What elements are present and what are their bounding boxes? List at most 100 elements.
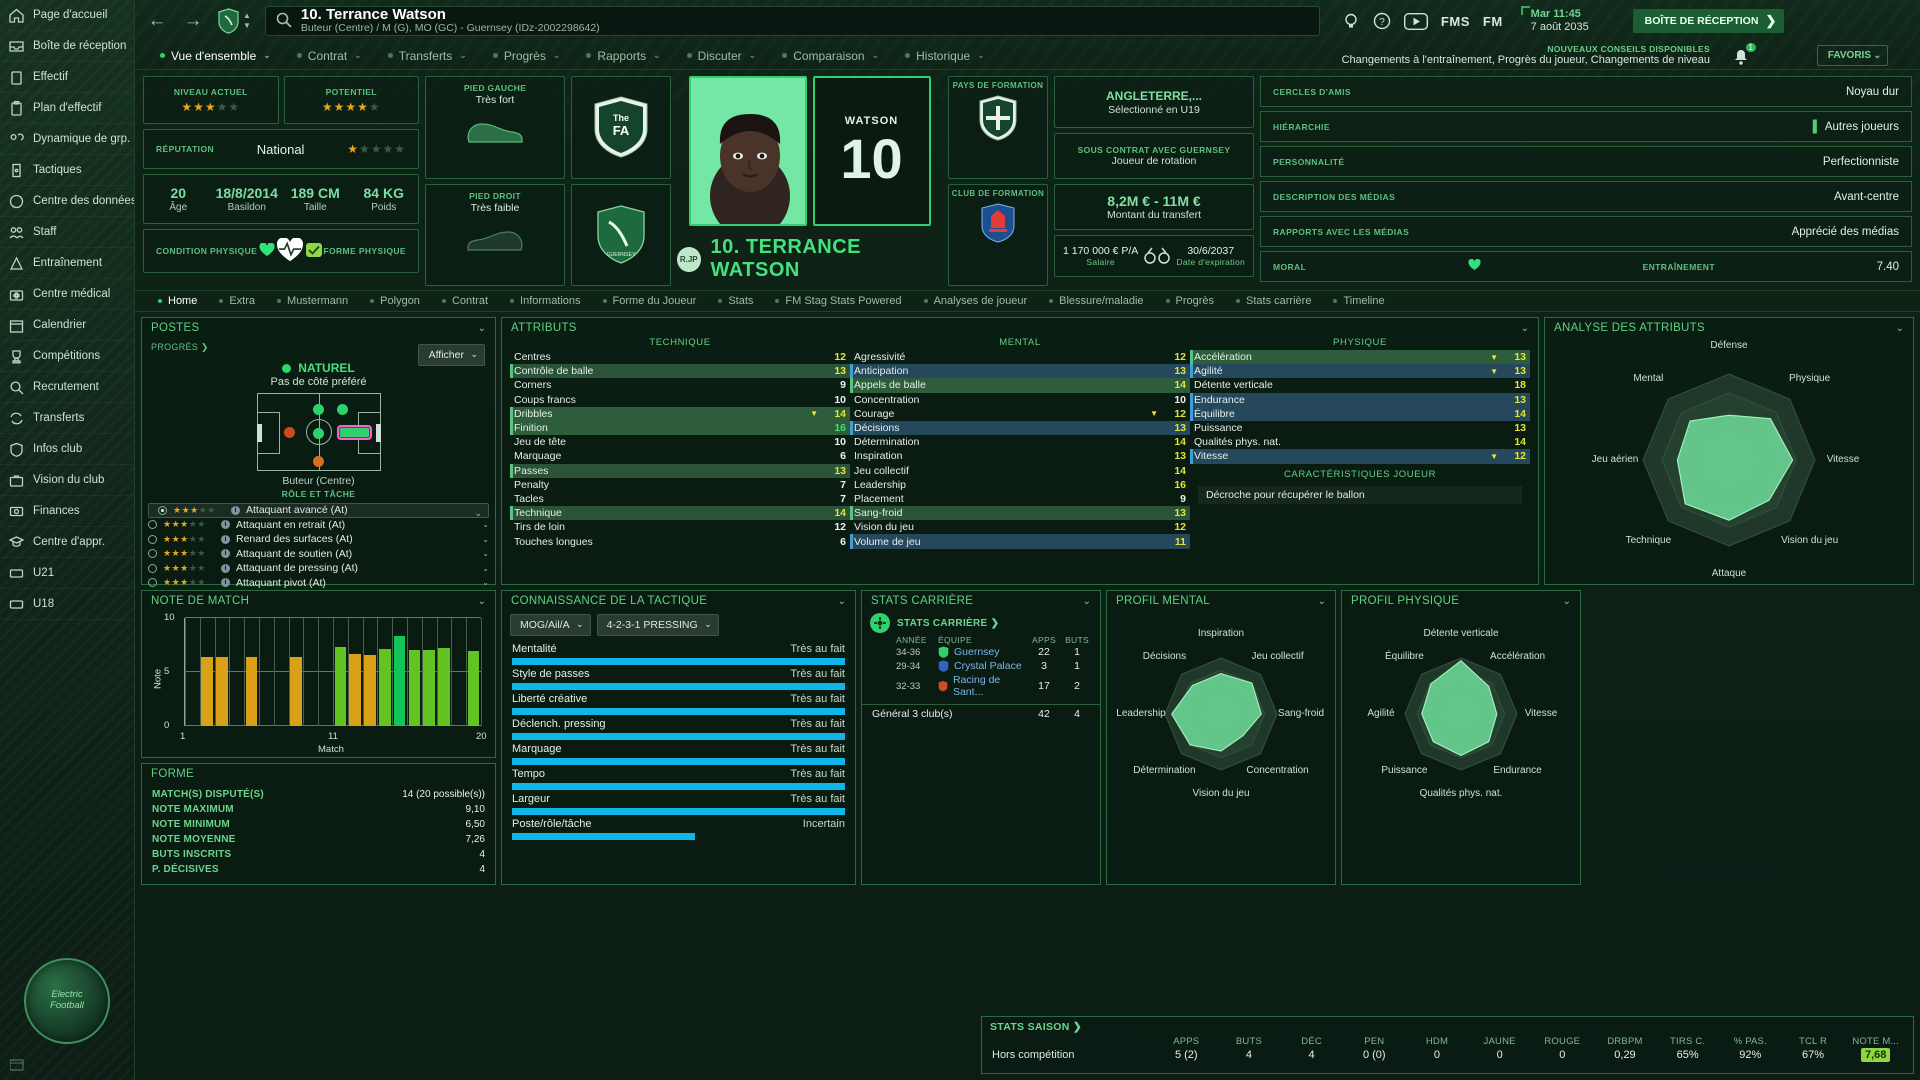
fm-stag-logo[interactable]: FMS xyxy=(1440,13,1470,29)
career-team[interactable]: Crystal Palace xyxy=(938,660,1026,672)
subtab-stats[interactable]: Stats xyxy=(707,295,764,307)
tactic-role-select[interactable]: MOG/Ail/A ⌄ xyxy=(510,614,591,636)
subtab-contrat[interactable]: Contrat xyxy=(431,295,499,307)
sidebar-item-comp-titions[interactable]: Compétitions xyxy=(0,341,134,372)
tab-comparaison[interactable]: Comparaison ⌄ xyxy=(769,42,892,70)
role-option[interactable]: ★★★★★ i Attaquant de pressing (At) ⌄ xyxy=(148,561,489,576)
subtab-informations[interactable]: Informations xyxy=(499,295,592,307)
info-icon[interactable]: i xyxy=(221,520,230,530)
sidebar-item-centre-m-dical[interactable]: Centre médical xyxy=(0,279,134,310)
tab-vue-d-ensemble[interactable]: Vue d'ensemble ⌄ xyxy=(147,42,284,70)
chevron-down-icon[interactable]: ⌄ xyxy=(482,578,489,588)
fm-logo[interactable]: FM xyxy=(1482,13,1503,29)
match-rating-collapse-icon[interactable]: ⌄ xyxy=(477,595,486,607)
info-icon[interactable]: i xyxy=(231,505,240,515)
youtube-icon[interactable] xyxy=(1403,12,1428,30)
sidebar-item-page-d-accueil[interactable]: Page d'accueil xyxy=(0,0,134,31)
role-radio[interactable] xyxy=(148,549,157,559)
sidebar-item-effectif[interactable]: Effectif xyxy=(0,62,134,93)
role-option[interactable]: ★★★★★ i Renard des surfaces (At) ⌄ xyxy=(148,532,489,547)
subtab-fm-stag-stats-powered[interactable]: FM Stag Stats Powered xyxy=(764,295,912,307)
info-icon[interactable]: i xyxy=(221,563,230,573)
subtab-polygon[interactable]: Polygon xyxy=(359,295,431,307)
sidebar-item-recrutement[interactable]: Recrutement xyxy=(0,372,134,403)
sidebar-item-bo-te-de-r-ception[interactable]: Boîte de réception xyxy=(0,31,134,62)
subtab-home[interactable]: Home xyxy=(147,295,208,307)
tactic-formation-select[interactable]: 4-2-3-1 PRESSING ⌄ xyxy=(596,614,719,636)
tab-rapports[interactable]: Rapports ⌄ xyxy=(573,42,673,70)
sidebar-item-plan-d-effectif[interactable]: Plan d'effectif xyxy=(0,93,134,124)
chevron-down-icon[interactable]: ⌄ xyxy=(482,563,489,573)
tab-historique[interactable]: Historique ⌄ xyxy=(892,42,998,70)
info-icon[interactable]: i xyxy=(221,534,230,544)
player-search-bar[interactable]: 10. Terrance Watson Buteur (Centre) / M … xyxy=(264,6,1320,36)
chevron-down-icon[interactable]: ⌄ xyxy=(474,508,482,518)
chevron-down-icon[interactable]: ⌄ xyxy=(482,549,489,559)
inbox-button[interactable]: BOÎTE DE RÉCEPTION ❯ xyxy=(1632,9,1785,33)
subtab-extra[interactable]: Extra xyxy=(208,295,266,307)
info-icon[interactable]: i xyxy=(221,578,230,588)
sidebar-item-entra-nement[interactable]: Entraînement xyxy=(0,248,134,279)
subtab-analyses-de-joueur[interactable]: Analyses de joueur xyxy=(913,295,1039,307)
sidebar-item-centre-des-donn-es[interactable]: Centre des données xyxy=(0,186,134,217)
notifications-icon[interactable]: 1 xyxy=(1730,43,1756,68)
club-shield-selector[interactable]: ▲ ▼ xyxy=(217,8,251,34)
sidebar-footer-icon[interactable] xyxy=(9,1059,24,1074)
subtab-timeline[interactable]: Timeline xyxy=(1322,295,1395,307)
subtab-forme-du-joueur[interactable]: Forme du Joueur xyxy=(592,295,708,307)
sidebar-item-transferts[interactable]: Transferts xyxy=(0,403,134,434)
back-arrow-icon[interactable]: ← xyxy=(147,10,167,31)
subtab-stats-carri-re[interactable]: Stats carrière xyxy=(1225,295,1322,307)
role-option[interactable]: ★★★★★ i Attaquant en retrait (At) ⌄ xyxy=(148,518,489,533)
attributes-collapse-icon[interactable]: ⌄ xyxy=(1520,322,1529,334)
role-option[interactable]: ★★★★★ i Attaquant avancé (At) ⌄ xyxy=(148,503,489,518)
role-option[interactable]: ★★★★★ i Attaquant pivot (At) ⌄ xyxy=(148,576,489,591)
sidebar-item-centre-d-appr[interactable]: Centre d'appr. xyxy=(0,527,134,558)
chevron-down-icon[interactable]: ⌄ xyxy=(482,520,489,530)
tab-transferts[interactable]: Transferts ⌄ xyxy=(375,42,480,70)
info-icon[interactable]: i xyxy=(221,549,230,559)
sidebar-item-infos-club[interactable]: Infos club xyxy=(0,434,134,465)
club-switch-arrows[interactable]: ▲ ▼ xyxy=(243,11,251,30)
forward-arrow-icon[interactable]: → xyxy=(183,10,203,31)
career-team[interactable]: Guernsey xyxy=(938,646,1026,658)
display-dropdown[interactable]: Afficher ⌄ xyxy=(417,344,485,366)
role-radio[interactable] xyxy=(148,578,157,588)
role-option[interactable]: ★★★★★ i Attaquant de soutien (At) ⌄ xyxy=(148,547,489,562)
advice-banner[interactable]: NOUVEAUX CONSEILS DISPONIBLES Changement… xyxy=(1342,44,1710,66)
radar-collapse-icon[interactable]: ⌄ xyxy=(1895,322,1904,334)
favoris-button[interactable]: FAVORIS ⌄ xyxy=(1816,45,1888,66)
tactic-collapse-icon[interactable]: ⌄ xyxy=(837,595,846,607)
career-stats-link[interactable]: STATS CARRIÈRE ❯ xyxy=(897,617,1000,629)
sidebar-item-vision-du-club[interactable]: Vision du club xyxy=(0,465,134,496)
career-stats-collapse-icon[interactable]: ⌄ xyxy=(1082,595,1091,607)
subtab-progr-s[interactable]: Progrès xyxy=(1155,295,1226,307)
tab-discuter[interactable]: Discuter ⌄ xyxy=(674,42,770,70)
sidebar-item-u18[interactable]: U18 xyxy=(0,589,134,620)
positions-collapse-icon[interactable]: ⌄ xyxy=(477,322,486,334)
tab-label: Discuter xyxy=(697,48,742,63)
season-stats-title[interactable]: STATS SAISON ❯ xyxy=(990,1021,1082,1033)
sidebar-item-tactiques[interactable]: Tactiques xyxy=(0,155,134,186)
role-radio[interactable] xyxy=(148,534,157,544)
sidebar-item-finances[interactable]: Finances xyxy=(0,496,134,527)
positions-progress-link[interactable]: PROGRÈS ❯ xyxy=(151,342,209,352)
career-team[interactable]: Racing de Sant... xyxy=(938,674,1026,698)
help-icon[interactable]: ? xyxy=(1373,12,1391,30)
role-radio[interactable] xyxy=(148,520,157,530)
subtab-blessure-maladie[interactable]: Blessure/maladie xyxy=(1038,295,1154,307)
role-radio[interactable] xyxy=(148,563,157,573)
chevron-down-icon[interactable]: ⌄ xyxy=(482,534,489,544)
mental-profile-collapse-icon[interactable]: ⌄ xyxy=(1317,595,1326,607)
subtab-mustermann[interactable]: Mustermann xyxy=(266,295,359,307)
lightbulb-icon[interactable] xyxy=(1342,12,1360,30)
sidebar-item-staff[interactable]: Staff xyxy=(0,217,134,248)
role-radio[interactable] xyxy=(158,505,167,515)
tab-progr-s[interactable]: Progrès ⌄ xyxy=(480,42,574,70)
physical-profile-collapse-icon[interactable]: ⌄ xyxy=(1562,595,1571,607)
sidebar-item-u21[interactable]: U21 xyxy=(0,558,134,589)
pitch-diagram[interactable] xyxy=(256,393,381,471)
tab-contrat[interactable]: Contrat ⌄ xyxy=(284,42,375,70)
sidebar-item-dynamique-de-grp[interactable]: Dynamique de grp. xyxy=(0,124,134,155)
sidebar-item-calendrier[interactable]: Calendrier xyxy=(0,310,134,341)
